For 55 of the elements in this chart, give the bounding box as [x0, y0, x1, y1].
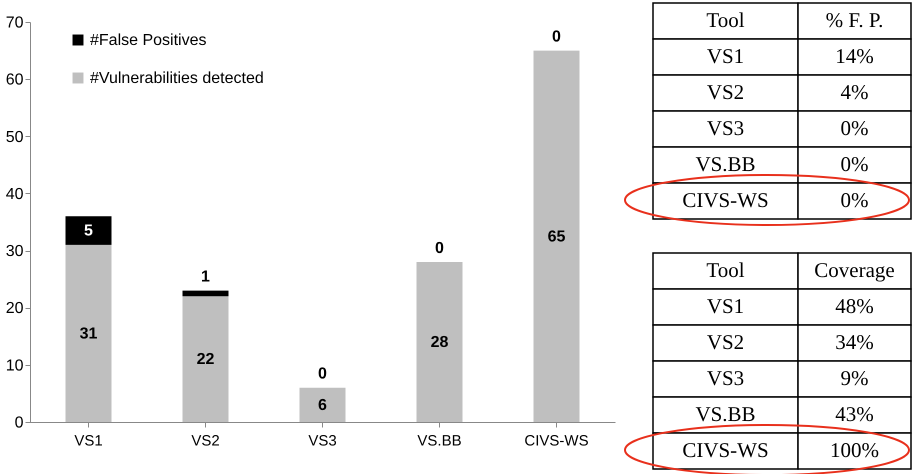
text: Tool [706, 258, 745, 282]
text: 14% [835, 44, 874, 68]
text: VS.BB [695, 152, 756, 176]
bar [66, 216, 112, 245]
data-label: 31 [80, 325, 98, 342]
text: 0% [840, 116, 868, 140]
text: VS2 [706, 80, 744, 104]
legend-label: #Vulnerabilities detected [90, 70, 264, 87]
y-tick-label: 0 [14, 414, 24, 432]
x-tick-label: CIVS-WS [524, 432, 589, 450]
data-label: 0 [552, 28, 562, 46]
text: 43% [835, 402, 874, 426]
bar [182, 290, 228, 296]
bar [66, 244, 112, 422]
bar [416, 262, 462, 422]
x-tick-label: VS1 [74, 432, 103, 450]
text: VS2 [706, 330, 744, 354]
y-tick-label: 30 [6, 243, 24, 260]
y-tick-label: 50 [6, 128, 24, 146]
data-label: 6 [318, 396, 328, 414]
text: Tool [706, 8, 745, 32]
text: VS1 [706, 294, 744, 318]
text: VS3 [706, 116, 744, 140]
data-label: 22 [196, 351, 214, 368]
x-tick-label: VS.BB [417, 432, 462, 450]
text: 9% [840, 366, 868, 390]
text: 0% [840, 152, 868, 176]
text: 48% [835, 294, 874, 318]
bar [534, 50, 580, 422]
y-tick-label: 10 [6, 357, 24, 374]
data-label: 65 [548, 228, 566, 246]
text: CIVS-WS [682, 188, 769, 212]
bar [182, 296, 228, 422]
text: % F. P. [826, 8, 884, 32]
x-tick-label: VS3 [308, 432, 337, 450]
y-tick-label: 70 [6, 14, 24, 32]
text: 0% [840, 188, 868, 212]
text: VS1 [706, 44, 744, 68]
data-label: 28 [430, 334, 448, 351]
text: 34% [835, 330, 874, 354]
text: VS.BB [695, 402, 756, 426]
data-label: 1 [201, 268, 210, 286]
x-tick-label: VS2 [191, 432, 220, 450]
text: Coverage [814, 258, 895, 282]
data-label: 5 [84, 222, 94, 240]
bar [300, 388, 346, 422]
text: 4% [840, 80, 868, 104]
y-tick-label: 20 [6, 300, 24, 318]
y-tick-label: 40 [6, 186, 24, 203]
data-label: 0 [435, 240, 444, 257]
data-label: 0 [318, 366, 328, 383]
text: 100% [830, 438, 879, 462]
y-tick-label: 60 [6, 72, 24, 89]
text: VS3 [706, 366, 744, 390]
legend-label: #False Positives [90, 32, 206, 49]
